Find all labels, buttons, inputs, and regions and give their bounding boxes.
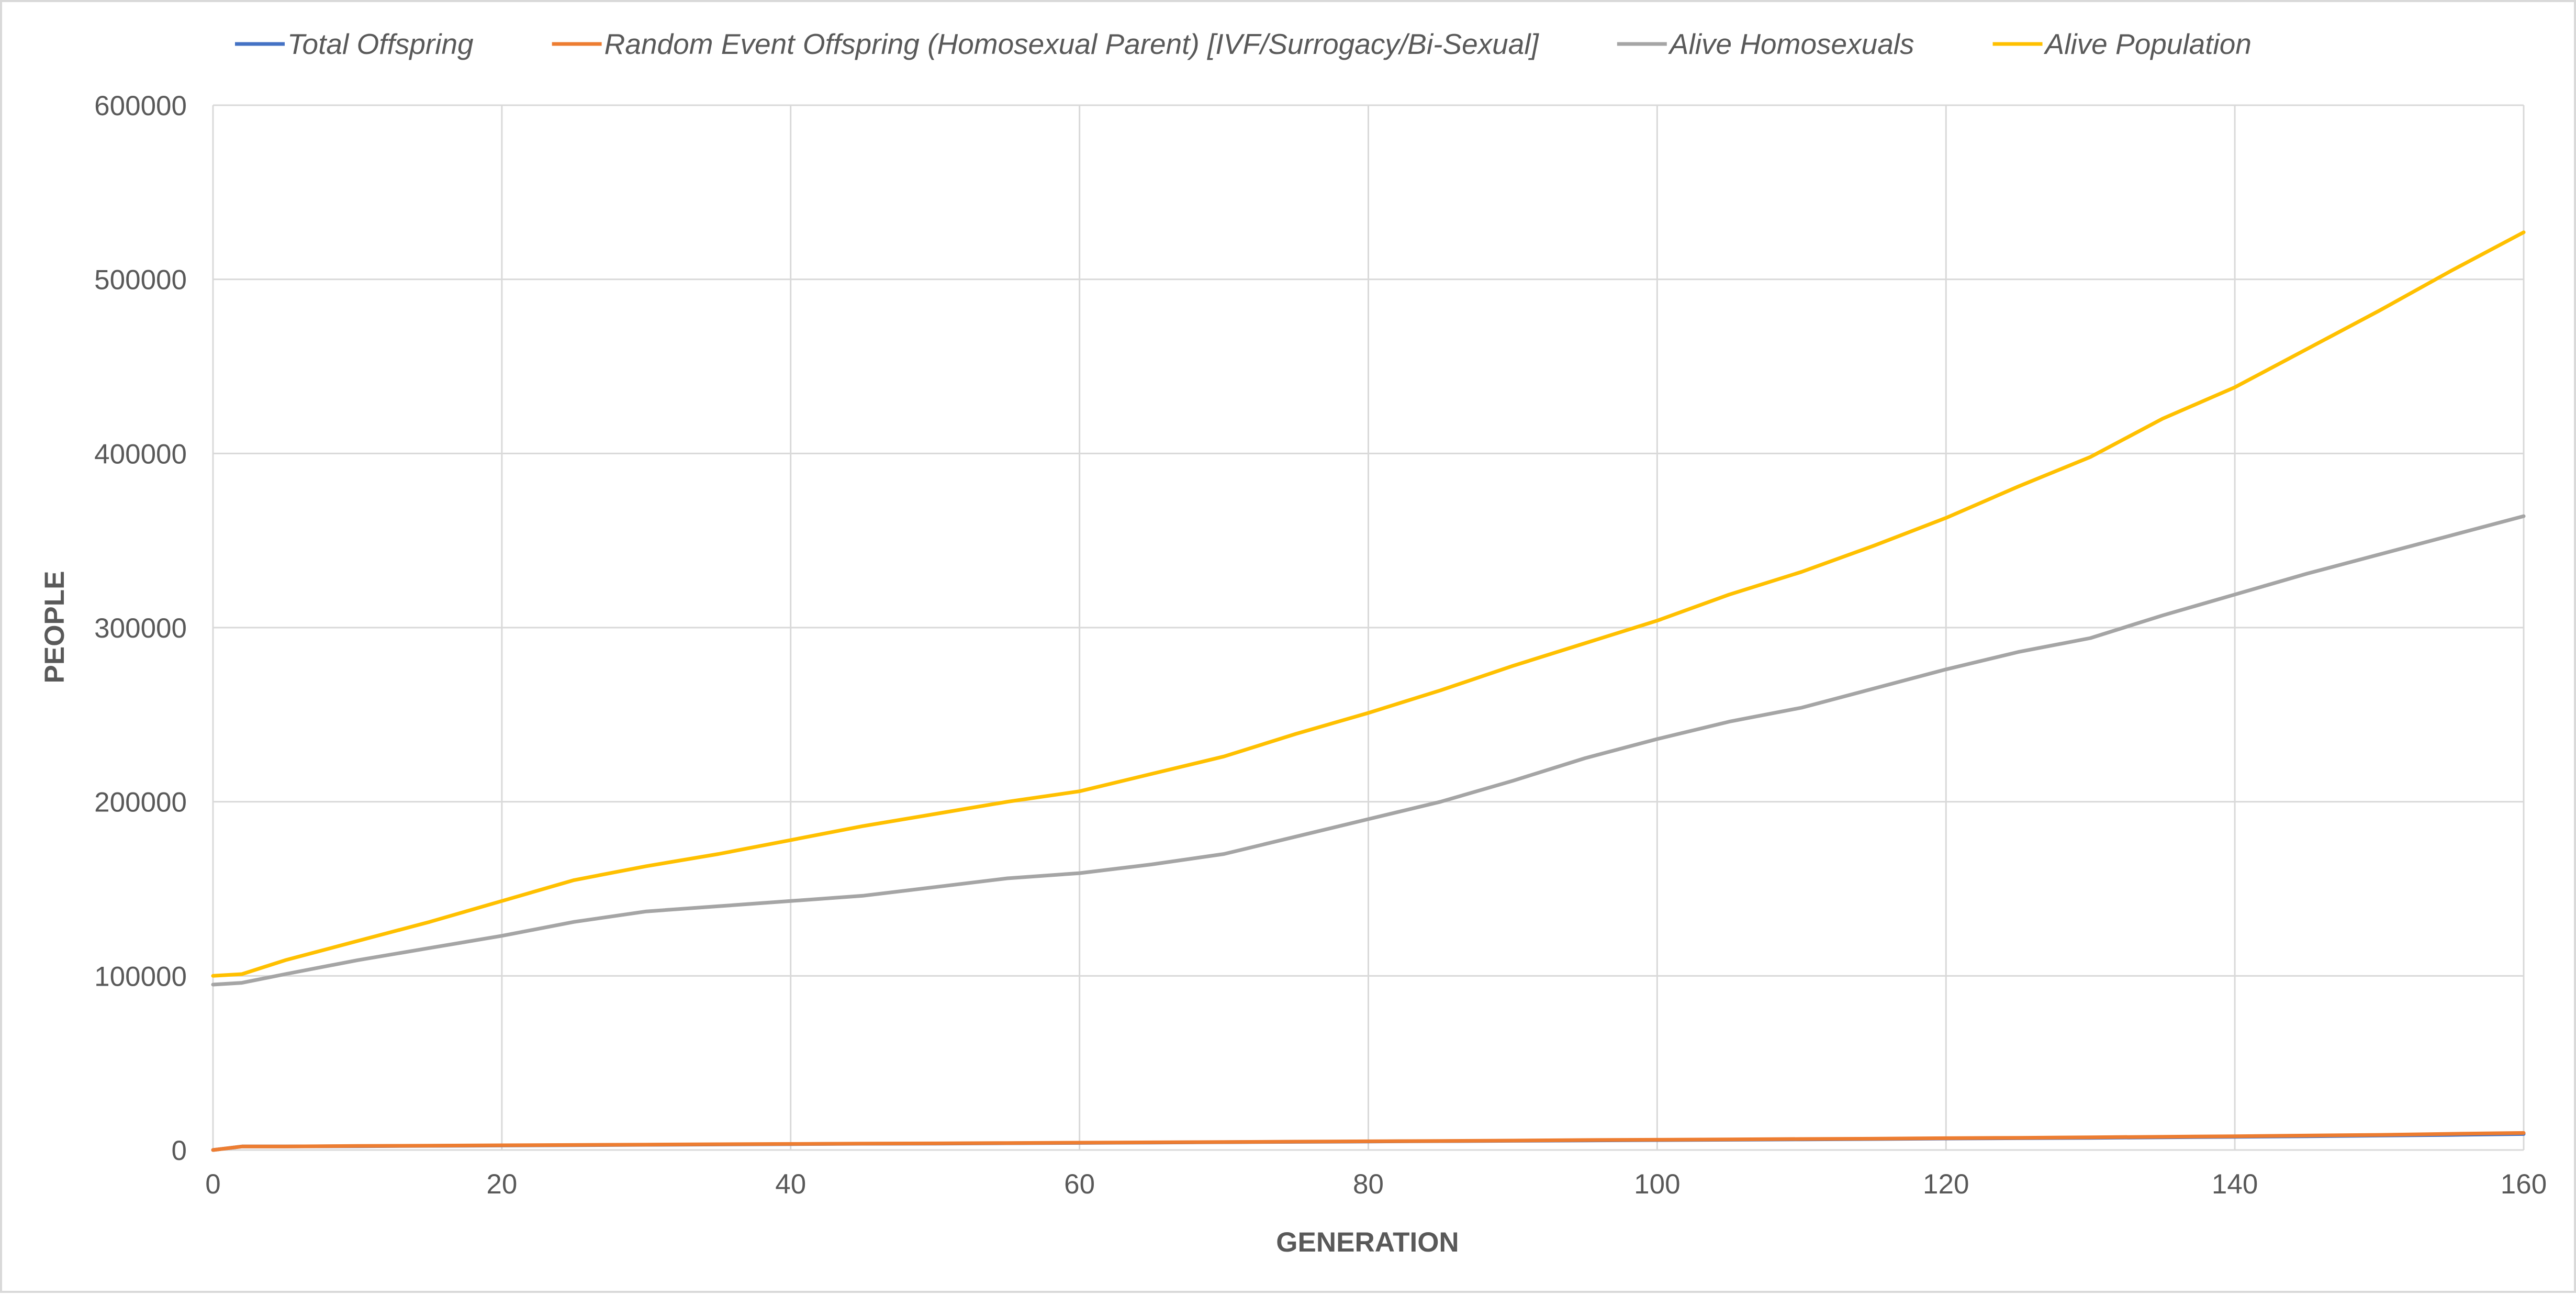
x-tick-label: 0 <box>205 1169 220 1200</box>
y-tick-label: 200000 <box>94 787 187 818</box>
y-tick-label: 500000 <box>94 265 187 296</box>
y-tick-label: 0 <box>172 1135 187 1166</box>
legend-item-0: Total Offspring <box>235 28 474 60</box>
x-tick-label: 120 <box>1923 1169 1969 1200</box>
x-tick-label: 40 <box>775 1169 806 1200</box>
y-tick-label: 600000 <box>94 91 187 121</box>
x-axis-ticks: 0 20 40 60 80 100 120 140 160 <box>205 1169 2547 1200</box>
legend-label: Total Offspring <box>287 28 474 60</box>
legend-label: Alive Homosexuals <box>1668 28 1914 60</box>
x-tick-label: 140 <box>2212 1169 2258 1200</box>
y-axis-ticks: 0 100000 200000 300000 400000 500000 600000 <box>94 91 187 1166</box>
y-axis-title: PEOPLE <box>39 571 70 683</box>
legend-item-1: Random Event Offspring (Homosexual Paren… <box>552 28 1540 60</box>
x-tick-label: 20 <box>486 1169 517 1200</box>
series-line-3 <box>211 230 2526 978</box>
y-tick-label: 400000 <box>94 439 187 470</box>
legend-item-3: Alive Population <box>1992 28 2252 60</box>
y-tick-label: 100000 <box>94 961 187 992</box>
series-line-2 <box>211 514 2526 987</box>
legend-label: Alive Population <box>2044 28 2252 60</box>
gridlines <box>212 104 2525 1151</box>
x-tick-label: 60 <box>1064 1169 1095 1200</box>
y-tick-label: 300000 <box>94 613 187 644</box>
legend: Total Offspring Random Event Offspring (H… <box>235 28 2252 60</box>
legend-label: Random Event Offspring (Homosexual Paren… <box>604 28 1540 60</box>
x-tick-label: 80 <box>1353 1169 1384 1200</box>
x-axis-title: GENERATION <box>1276 1227 1459 1258</box>
x-tick-label: 160 <box>2501 1169 2547 1200</box>
x-tick-label: 100 <box>1634 1169 1680 1200</box>
legend-item-2: Alive Homosexuals <box>1617 28 1914 60</box>
series-lines <box>211 230 2526 1152</box>
series-line-1 <box>211 1131 2526 1152</box>
